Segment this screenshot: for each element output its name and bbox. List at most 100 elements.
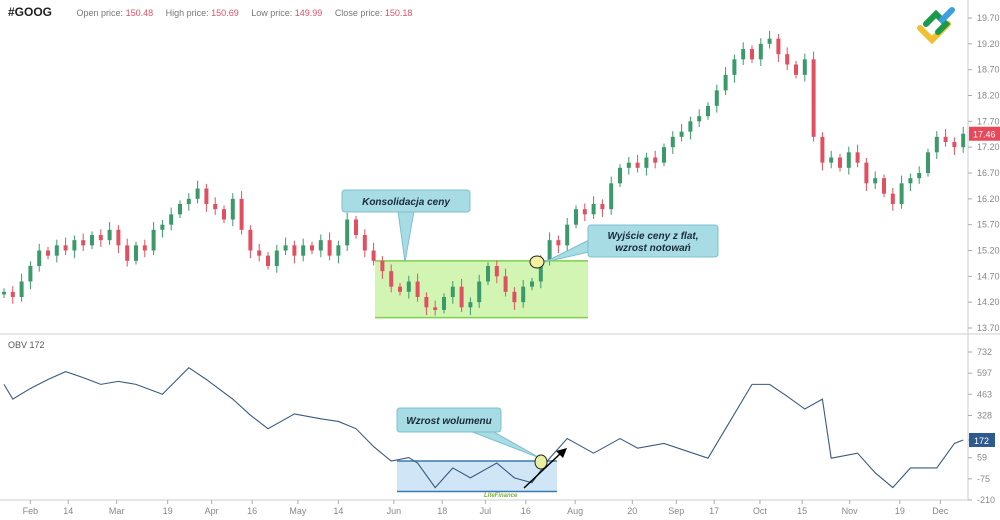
candle [468, 302, 473, 308]
candle [98, 235, 103, 241]
logo-stroke [939, 7, 955, 23]
candle [424, 297, 429, 308]
callout-breakout-text: wzrost notowań [615, 243, 691, 254]
time-tick-label: Jun [387, 506, 402, 516]
candle [266, 255, 270, 266]
candle [494, 266, 499, 277]
time-tick-label: Sep [668, 506, 684, 516]
callout-volume-box [396, 407, 502, 433]
candle [943, 136, 948, 142]
candle [802, 59, 807, 75]
price-tick-label: 18.70 [977, 65, 1000, 75]
time-tick-label: 20 [627, 506, 637, 516]
candle [574, 209, 578, 225]
time-tick-label: Dec [932, 506, 949, 516]
obv-tick-label: 597 [977, 368, 992, 378]
candle [750, 49, 754, 60]
candle [222, 209, 226, 220]
time-tick-label: Jul [480, 506, 492, 516]
candle [820, 136, 825, 163]
candle [327, 240, 332, 256]
time-tick-label: 14 [333, 506, 343, 516]
candle [890, 193, 895, 204]
last-price-label: 17.46 [973, 130, 996, 140]
candle [151, 229, 156, 251]
candle [503, 276, 508, 292]
candle [274, 250, 279, 266]
candle [90, 235, 94, 246]
candle [371, 250, 376, 261]
trend-arrow-line [523, 451, 563, 489]
candle [653, 157, 658, 163]
candle [723, 74, 728, 91]
candle [582, 209, 587, 215]
candle [882, 178, 886, 194]
price-tick-label: 16.70 [977, 168, 1000, 178]
candle [433, 307, 438, 310]
candle [310, 245, 314, 251]
price-tick-label: 14.20 [977, 297, 1000, 307]
candle [732, 59, 737, 75]
candle [741, 49, 746, 60]
candle [794, 64, 798, 75]
candle [855, 152, 860, 163]
candle [142, 245, 147, 251]
candle [380, 260, 385, 272]
callout-consolidation-text: Konsolidacja ceny [362, 197, 450, 208]
candle [46, 250, 50, 256]
price-tick-label: 13.70 [977, 323, 1000, 333]
candle [899, 183, 904, 204]
high-label: High price: [165, 8, 209, 18]
symbol: #GOOG [8, 5, 53, 19]
candle [961, 133, 966, 148]
candle [811, 59, 816, 137]
candle [785, 54, 790, 65]
high-value: 150.69 [211, 8, 239, 18]
time-tick-label: Apr [205, 506, 219, 516]
candle [318, 240, 323, 251]
obv-consolidation-box [397, 461, 557, 492]
candle [186, 198, 191, 204]
candle [846, 152, 851, 168]
candle [2, 291, 6, 295]
candle [635, 162, 640, 168]
candle [116, 229, 121, 246]
obv-tick-label: 328 [977, 410, 992, 420]
candle [257, 250, 262, 256]
candle [838, 157, 842, 168]
candle [609, 183, 614, 210]
candle [538, 260, 543, 282]
candle [72, 240, 77, 251]
candle [292, 245, 297, 256]
candle [398, 286, 402, 292]
candle [758, 43, 763, 60]
candle [714, 90, 719, 106]
candle [864, 162, 869, 184]
candle [301, 245, 306, 256]
candle [644, 157, 649, 168]
candle [926, 152, 930, 173]
candle [829, 157, 834, 163]
breakout-circle [529, 255, 545, 269]
candle [63, 245, 68, 251]
time-tick-label: 19 [895, 506, 905, 516]
candle [230, 198, 235, 220]
candle [450, 286, 455, 297]
candle [512, 291, 517, 303]
candle [345, 219, 350, 246]
time-tick-label: Feb [23, 506, 39, 516]
price-tick-label: 15.20 [977, 246, 1000, 256]
low-value: 149.99 [294, 8, 323, 18]
time-tick-label: Mar [109, 506, 125, 516]
callout-breakout-text: Wyjście ceny z flat, [608, 231, 699, 242]
candle [442, 297, 446, 310]
time-tick-label: Oct [753, 506, 768, 516]
price-tick-label: 16.20 [977, 194, 1000, 204]
time-tick-label: Aug [567, 506, 583, 516]
candle [54, 245, 59, 256]
time-tick-label: 14 [63, 506, 73, 516]
candle [107, 229, 112, 241]
candle [160, 224, 165, 230]
obv-tick-label: -75 [977, 474, 990, 484]
